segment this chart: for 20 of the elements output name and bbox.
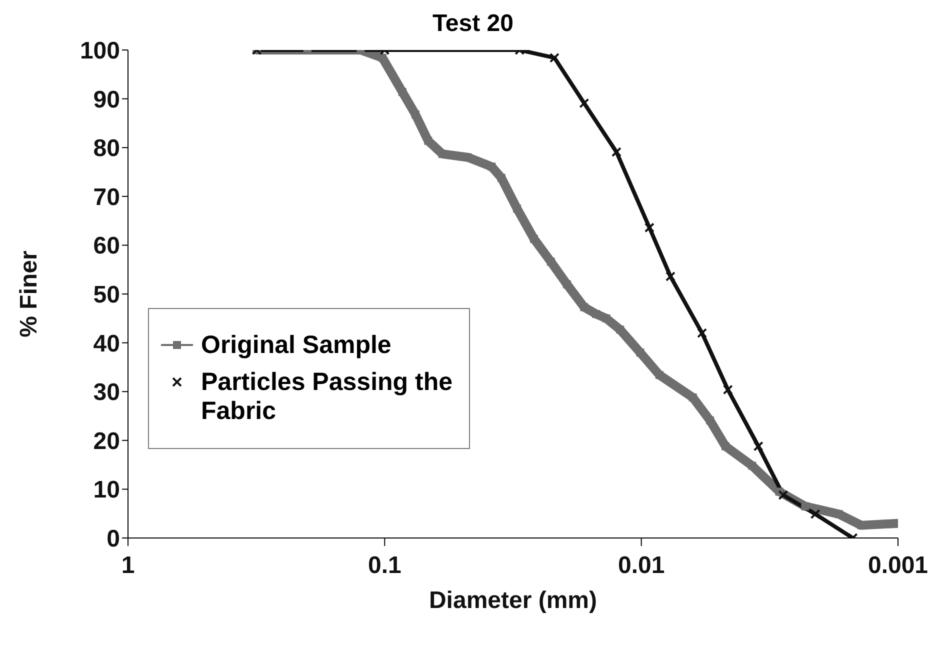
x-tick-label: 0.001 <box>868 552 928 580</box>
y-tick-label: 40 <box>93 330 120 358</box>
x-tick-label: 1 <box>121 552 135 580</box>
y-tick-label: 10 <box>93 476 120 504</box>
y-tick-label: 80 <box>93 135 120 162</box>
y-tick-label: 70 <box>93 184 120 211</box>
y-tick-label: 90 <box>93 86 120 114</box>
y-tick-label: 30 <box>93 379 120 406</box>
legend-label: Particles Passing the Fabric <box>201 368 454 426</box>
x-tick-label: 0.1 <box>368 552 402 580</box>
x-tick-label: 0.01 <box>618 552 665 580</box>
x-axis-title: Diameter (mm) <box>428 587 598 614</box>
chart-title: Test 20 <box>432 10 514 38</box>
y-tick-label: 20 <box>93 428 120 455</box>
y-tick-label: 0 <box>106 526 120 553</box>
y-tick-label: 60 <box>93 232 120 260</box>
y-tick-label: 50 <box>93 282 120 309</box>
y-tick-label: 100 <box>80 38 120 65</box>
y-axis-title: % Finer <box>16 250 43 338</box>
legend-label: Original Sample <box>201 331 392 360</box>
